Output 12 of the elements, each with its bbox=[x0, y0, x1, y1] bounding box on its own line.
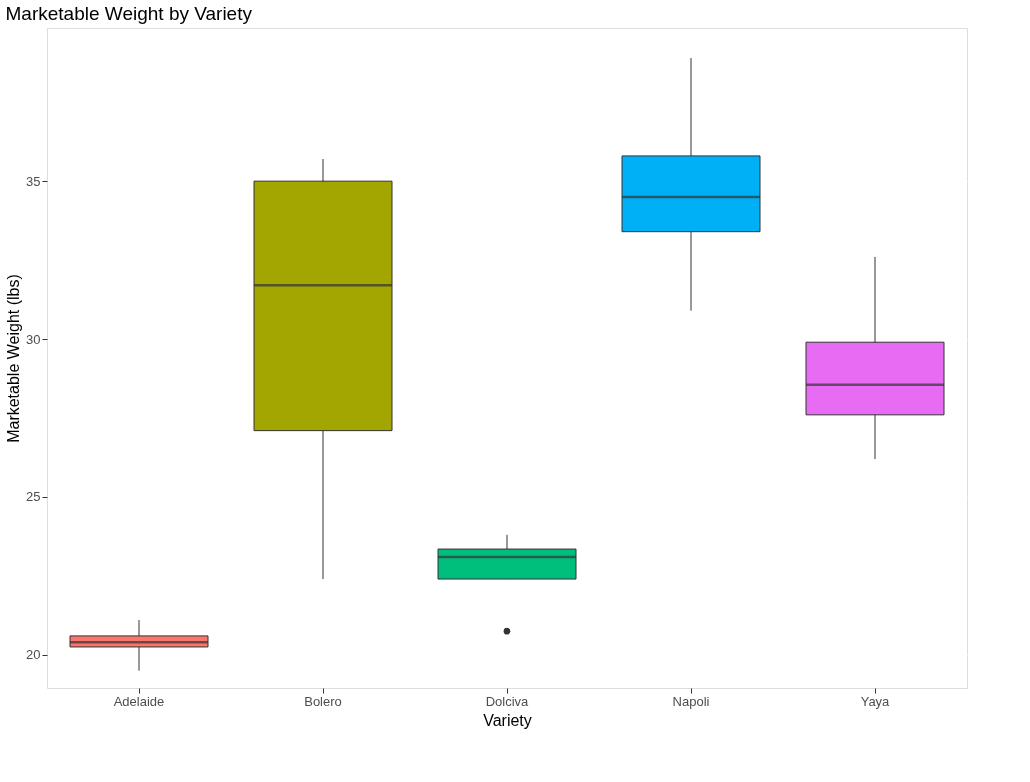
x-tick-label: Bolero bbox=[304, 693, 342, 709]
x-tick-label: Napoli bbox=[672, 693, 710, 709]
y-tick-label: 20 bbox=[26, 647, 41, 663]
chart-title: Marketable Weight by Variety bbox=[5, 3, 253, 24]
x-tick-label: Adelaide bbox=[113, 693, 165, 709]
y-tick-label: 35 bbox=[26, 173, 41, 189]
y-tick-label: 30 bbox=[26, 331, 41, 347]
x-axis-title: Variety bbox=[483, 711, 532, 729]
y-tick-label: 25 bbox=[26, 489, 41, 505]
x-tick-label: Dolciva bbox=[485, 693, 530, 709]
x-tick-label: Yaya bbox=[860, 693, 891, 709]
y-axis-title: Marketable Weight (lbs) bbox=[5, 274, 23, 443]
